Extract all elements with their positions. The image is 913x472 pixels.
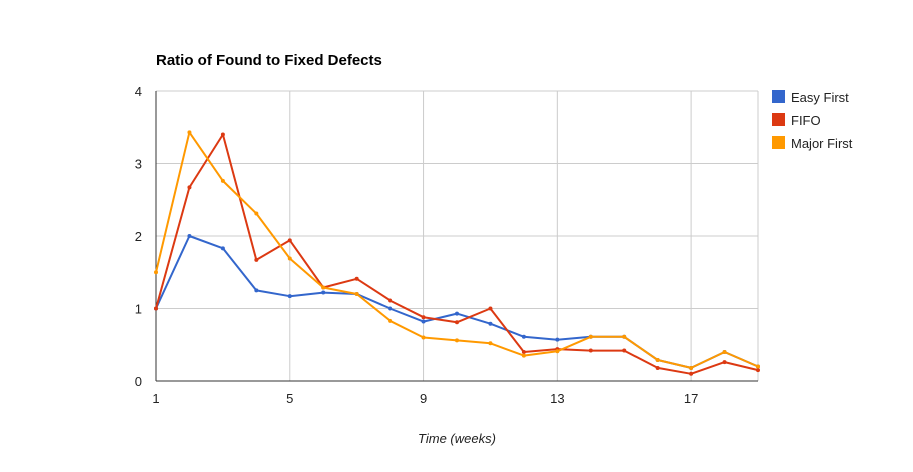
data-point-fifo <box>521 350 526 354</box>
data-point-major-first <box>321 285 326 290</box>
data-point-major-first <box>488 341 493 346</box>
data-point-fifo <box>220 132 225 137</box>
data-point-fifo <box>689 371 694 376</box>
data-point-easy-first <box>488 321 493 326</box>
data-point-fifo <box>488 306 493 311</box>
chart-title: Ratio of Found to Fixed Defects <box>156 52 382 69</box>
legend-label: Easy First <box>791 90 849 105</box>
data-point-major-first <box>655 357 660 362</box>
data-point-easy-first <box>187 234 192 238</box>
data-point-major-first <box>722 350 727 354</box>
data-point-easy-first <box>388 306 393 311</box>
legend-item-fifo: FIFO <box>772 113 821 128</box>
data-point-fifo <box>756 368 760 373</box>
data-point-easy-first <box>321 290 326 295</box>
data-point-fifo <box>722 360 727 365</box>
data-point-fifo <box>622 348 627 353</box>
x-tick-label: 1 <box>152 391 159 406</box>
data-point-fifo <box>421 315 426 320</box>
data-point-fifo <box>354 276 359 281</box>
y-tick-label: 4 <box>135 84 142 99</box>
legend-swatch <box>772 113 785 126</box>
data-point-major-first <box>354 292 359 296</box>
data-point-easy-first <box>421 319 426 324</box>
y-tick-label: 0 <box>135 374 142 389</box>
data-point-major-first <box>455 338 459 343</box>
x-tick-label: 5 <box>286 391 293 406</box>
legend-label: FIFO <box>791 113 821 128</box>
data-point-fifo <box>388 298 393 303</box>
data-point-easy-first <box>287 294 292 299</box>
data-point-major-first <box>421 335 426 340</box>
data-point-fifo <box>287 238 292 243</box>
data-point-major-first <box>756 364 760 369</box>
x-axis-label: Time (weeks) <box>418 431 496 446</box>
y-tick-label: 2 <box>135 229 142 244</box>
data-point-fifo <box>154 306 158 311</box>
series-line-fifo <box>155 133 759 375</box>
data-point-major-first <box>588 334 593 339</box>
data-point-major-first <box>187 130 192 135</box>
data-point-fifo <box>187 185 192 190</box>
legend-swatch <box>772 136 785 149</box>
series-lines <box>154 130 760 376</box>
legend-item-major-first: Major First <box>772 136 853 151</box>
data-point-easy-first <box>220 246 225 251</box>
data-point-major-first <box>622 334 627 339</box>
series-line-easy-first <box>155 235 759 369</box>
series-easy-first <box>154 234 760 370</box>
data-point-easy-first <box>455 311 459 316</box>
data-point-major-first <box>689 365 694 370</box>
series-line-major-first <box>155 131 759 369</box>
legend-label: Major First <box>791 136 853 151</box>
legend: Easy First FIFO Major First <box>772 90 853 151</box>
data-point-fifo <box>655 365 660 370</box>
data-point-fifo <box>588 348 593 353</box>
data-point-easy-first <box>555 337 560 342</box>
data-point-fifo <box>455 320 459 325</box>
data-point-major-first <box>388 318 393 323</box>
x-tick-label: 17 <box>684 391 698 406</box>
gridlines <box>156 90 759 381</box>
data-point-major-first <box>154 270 158 275</box>
data-point-major-first <box>555 349 560 354</box>
x-tick-label: 13 <box>550 391 564 406</box>
data-point-major-first <box>521 353 526 358</box>
data-point-easy-first <box>254 288 259 293</box>
data-point-fifo <box>254 257 259 262</box>
y-tick-label: 1 <box>135 302 142 317</box>
data-point-major-first <box>220 178 225 183</box>
x-tick-label: 9 <box>420 391 427 406</box>
data-point-easy-first <box>521 334 526 339</box>
legend-swatch <box>772 90 785 103</box>
data-point-major-first <box>254 211 259 216</box>
legend-item-easy-first: Easy First <box>772 90 849 105</box>
y-tick-label: 3 <box>135 157 142 172</box>
series-major-first <box>154 130 760 370</box>
data-point-major-first <box>287 256 292 261</box>
